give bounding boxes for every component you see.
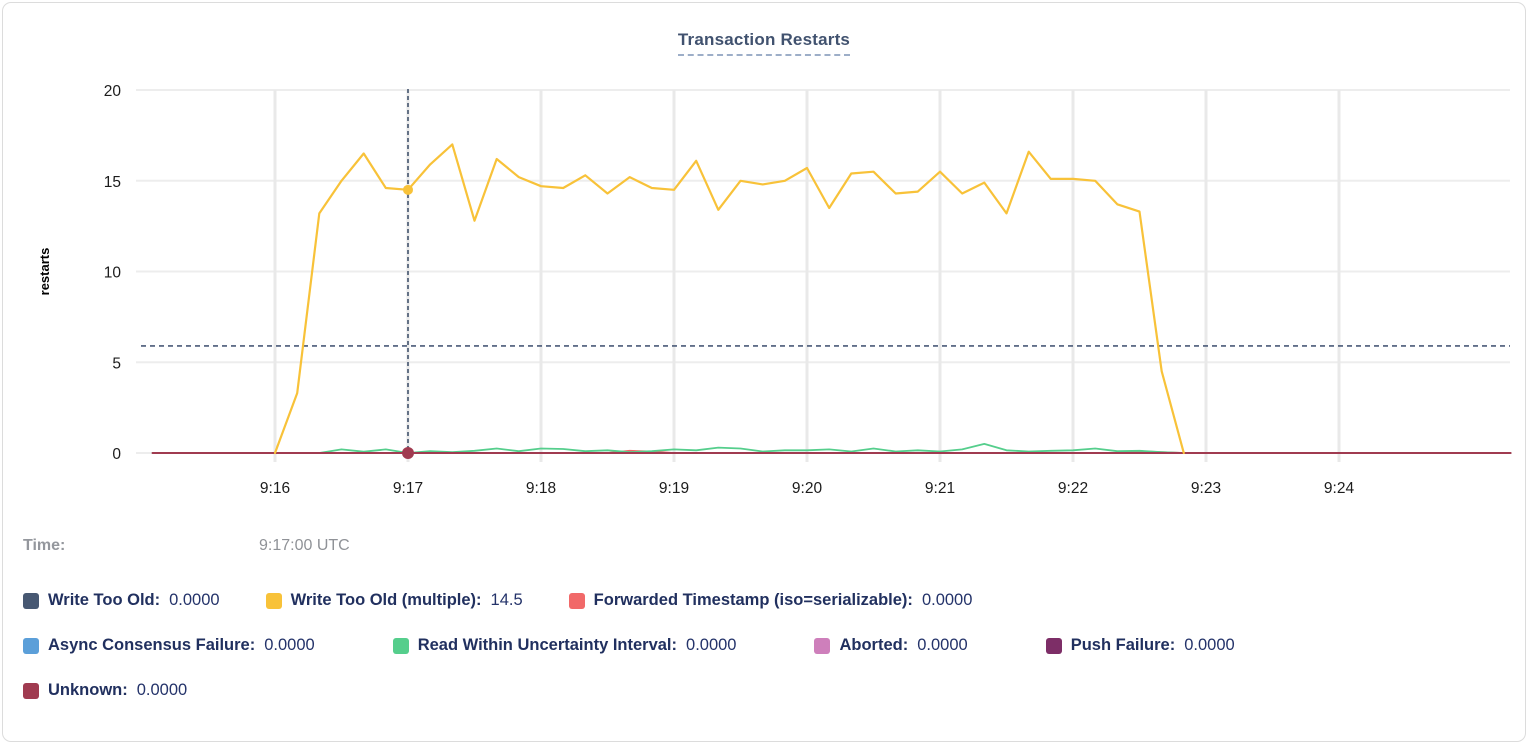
y-tick-label: 0 [112, 446, 121, 463]
hover-time-row: Time: 9:17:00 UTC [23, 537, 1503, 555]
chart-title[interactable]: Transaction Restarts [677, 30, 851, 56]
legend-label: Unknown: [48, 681, 128, 699]
time-label: Time: [23, 537, 66, 554]
y-axis-label: restarts [37, 248, 52, 296]
y-tick-label: 15 [104, 174, 121, 191]
time-value: 9:17:00 UTC [259, 537, 350, 554]
legend-row-3: Unknown: 0.0000 [23, 681, 187, 700]
legend-row-2: Async Consensus Failure: 0.0000 Read Withi… [23, 636, 1235, 655]
legend-item: Forwarded Timestamp (iso=serializable): 0… [568, 591, 973, 610]
x-tick-label: 9:22 [1058, 480, 1088, 497]
legend-label: Forwarded Timestamp (iso=serializable): [593, 591, 913, 609]
y-tick-label: 10 [104, 265, 122, 282]
legend-value: 0.0000 [686, 636, 737, 654]
legend-value: 0.0000 [1184, 636, 1235, 654]
chart-title-wrap: Transaction Restarts [3, 30, 1525, 56]
legend-value: 0.0000 [921, 591, 973, 609]
legend-value: 0.0000 [136, 681, 188, 699]
legend-value: 14.5 [490, 591, 523, 609]
legend-label: Read Within Uncertainty Interval: [417, 636, 678, 654]
legend-item: Write Too Old (multiple): 14.5 [265, 591, 523, 610]
legend-item: Write Too Old: 0.0000 [23, 591, 220, 610]
legend-swatch [392, 637, 409, 654]
legend-swatch [23, 637, 39, 654]
legend-swatch [23, 592, 39, 609]
x-tick-label: 9:23 [1191, 480, 1221, 497]
legend-row-1: Write Too Old: 0.0000 Write Too Old (multi… [23, 591, 972, 610]
legend-label: Push Failure: [1070, 636, 1176, 654]
legend-item: Push Failure: 0.0000 [1045, 636, 1235, 655]
x-tick-label: 9:19 [659, 480, 689, 497]
legend-value: 0.0000 [264, 636, 315, 654]
legend-value: 0.0000 [917, 636, 968, 654]
legend-label: Aborted: [839, 636, 909, 654]
hover-point [403, 184, 413, 195]
series-line [151, 442, 1512, 454]
hover-point [402, 447, 414, 459]
legend-swatch [23, 682, 39, 699]
x-tick-label: 9:21 [925, 480, 955, 497]
y-tick-label: 20 [104, 83, 122, 100]
x-tick-label: 9:16 [260, 480, 290, 497]
legend-item: Async Consensus Failure: 0.0000 [23, 636, 315, 655]
legend-swatch [568, 592, 585, 609]
legend-swatch [1045, 637, 1062, 654]
legend-label: Async Consensus Failure: [48, 636, 256, 654]
legend-swatch [814, 637, 831, 654]
legend-swatch [265, 592, 282, 609]
transaction-restarts-chart[interactable]: 0 5 10 15 20 9:16 9:17 9:18 9:19 9:20 9:21 9:22 9:23… [3, 3, 1526, 517]
series-line [273, 143, 1185, 455]
legend-label: Write Too Old (multiple): [290, 591, 482, 609]
legend-value: 0.0000 [169, 591, 220, 609]
legend-item: Read Within Uncertainty Interval: 0.0000 [392, 636, 737, 655]
x-tick-label: 9:24 [1324, 480, 1355, 497]
x-tick-label: 9:20 [792, 480, 823, 497]
x-tick-label: 9:18 [526, 480, 556, 497]
x-tick-label: 9:17 [393, 480, 423, 497]
legend-item: Unknown: 0.0000 [23, 681, 187, 700]
y-tick-label: 5 [112, 355, 121, 372]
legend-label: Write Too Old: [48, 591, 161, 609]
legend-item: Aborted: 0.0000 [814, 636, 968, 655]
